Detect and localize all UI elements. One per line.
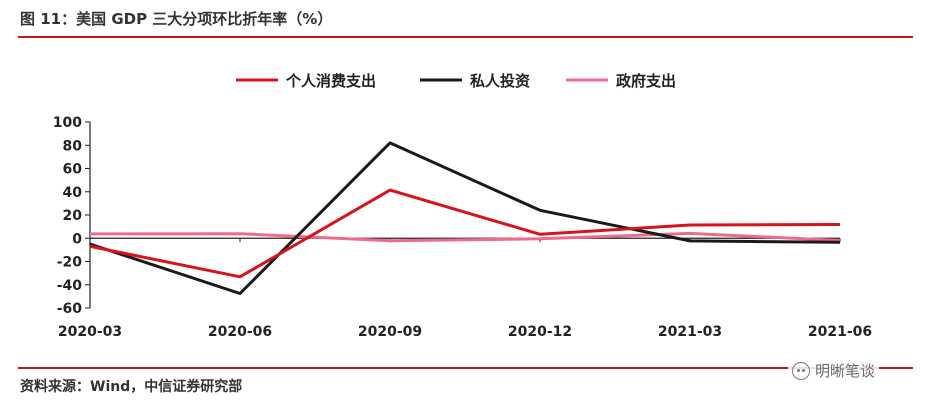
y-tick-label: 40 (63, 185, 83, 201)
legend-label-2: 政府支出 (616, 72, 676, 90)
y-axis: 100 80 60 40 20 0 -20 -40 -60 (53, 115, 91, 317)
x-tick-label: 2020-09 (358, 324, 422, 340)
series-line-1 (89, 141, 841, 295)
y-tick-label: 100 (53, 115, 82, 131)
chart-title: 图 11：美国 GDP 三大分项环比折年率（%） (20, 10, 333, 28)
x-tick-label: 2020-03 (58, 324, 122, 340)
series-layer (89, 141, 841, 295)
y-tick-label: -20 (57, 255, 83, 271)
y-tick-label: 20 (63, 208, 83, 224)
y-tick-label: 0 (72, 231, 82, 247)
top-divider (18, 36, 913, 38)
watermark: 明晰笔谈 (788, 358, 880, 383)
y-tick-label: 80 (63, 138, 83, 154)
x-tick-label: 2020-06 (208, 324, 272, 340)
legend-label-0: 个人消费支出 (285, 72, 376, 90)
source-note: 资料来源：Wind，中信证券研究部 (20, 379, 243, 395)
x-tick-label: 2020-12 (508, 324, 572, 340)
series-line-0 (89, 188, 841, 279)
wechat-icon (792, 361, 810, 380)
x-axis: 2020-03 2020-06 2020-09 2020-12 2021-03 2021-… (58, 237, 872, 340)
x-tick-label: 2021-06 (808, 324, 872, 340)
y-tick-label: -60 (57, 301, 83, 317)
x-tick-label: 2021-03 (658, 324, 722, 340)
y-tick-label: -40 (57, 278, 83, 294)
watermark-text: 明晰笔谈 (815, 362, 876, 380)
y-tick-label: 60 (63, 162, 83, 178)
legend-label-1: 私人投资 (469, 72, 530, 90)
bottom-divider (18, 367, 913, 369)
series-line-2 (89, 231, 841, 243)
legend: 个人消费支出 私人投资 政府支出 (236, 72, 676, 90)
line-chart: 个人消费支出 私人投资 政府支出 100 80 60 40 20 0 -20 -40 -60 202… (53, 72, 872, 340)
